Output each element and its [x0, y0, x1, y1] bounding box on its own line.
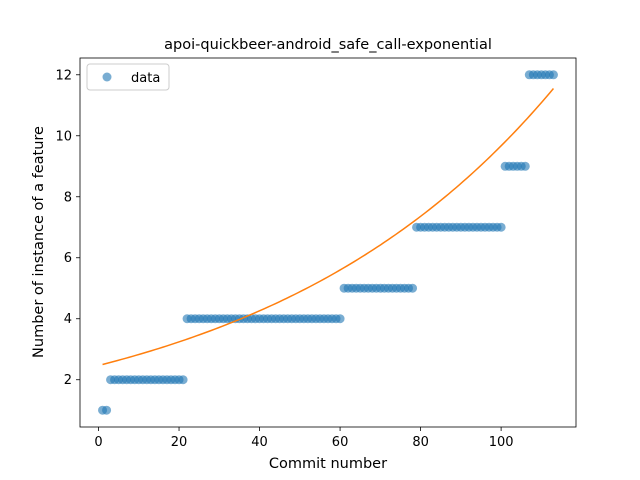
data-point [496, 222, 506, 232]
axes-frame [79, 57, 577, 428]
data-point [335, 314, 345, 324]
x-tick-label: 0 [94, 435, 102, 450]
data-point [102, 405, 112, 415]
x-tick-label: 60 [332, 435, 349, 450]
legend-box [86, 63, 170, 91]
y-tick-label: 10 [55, 129, 72, 144]
x-tick-label: 100 [489, 435, 514, 450]
data-point [408, 283, 418, 293]
legend-marker [102, 72, 112, 82]
legend: data [86, 63, 170, 91]
x-tick-label: 40 [251, 435, 268, 450]
y-axis-label: Number of instance of a feature [31, 126, 47, 358]
x-tick-label: 20 [171, 435, 188, 450]
x-tick-label: 80 [412, 435, 429, 450]
legend-label-data: data [131, 71, 160, 86]
y-tick-label: 4 [64, 312, 72, 327]
y-tick-label: 8 [64, 190, 72, 205]
x-axis-label: Commit number [269, 456, 387, 472]
fit-line [102, 88, 555, 366]
y-tick-label: 6 [64, 251, 72, 266]
data-point [520, 161, 530, 171]
data-point [548, 70, 558, 80]
data-point [178, 375, 188, 385]
plot-area [98, 70, 558, 415]
chart-title: apoi-quickbeer-android_safe_call-exponen… [164, 37, 492, 53]
y-tick-label: 2 [64, 373, 72, 388]
y-tick-label: 12 [55, 68, 72, 83]
axes: 0 20 40 60 80 100 2 4 6 8 10 12 [55, 57, 577, 450]
